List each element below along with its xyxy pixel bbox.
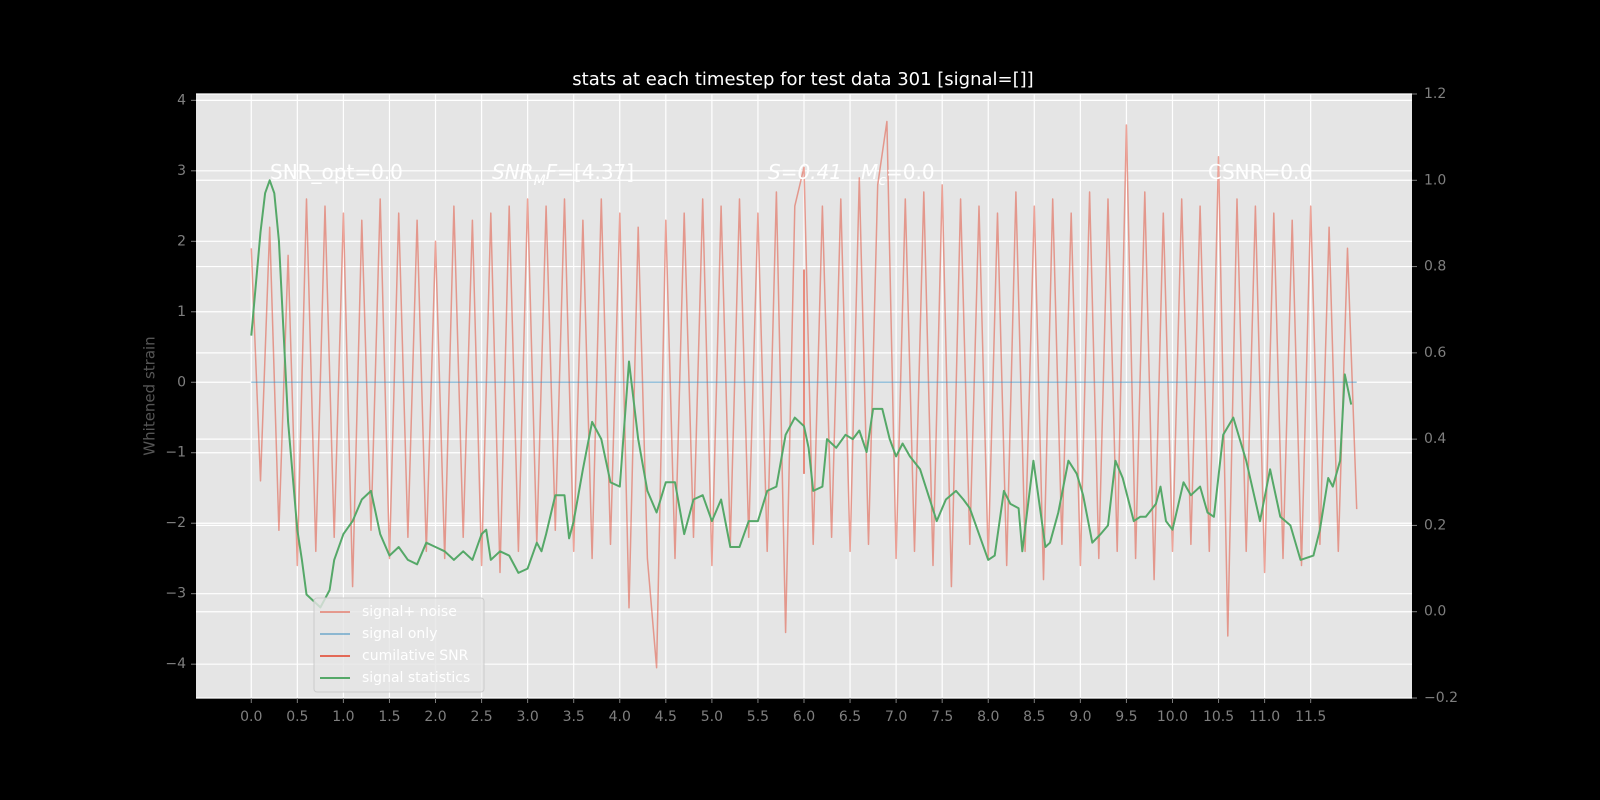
y-tick-label: −3 <box>165 586 186 602</box>
chart-title: stats at each timestep for test data 301… <box>572 69 1033 90</box>
legend-label: signal statistics <box>362 670 470 686</box>
annotation-part: SNR <box>492 160 534 184</box>
x-tick-label: 10.0 <box>1157 709 1188 725</box>
legend-label: signal+ noise <box>362 604 457 620</box>
annotation-part: F <box>546 160 558 184</box>
annotation-part: S=0.41 <box>768 160 842 184</box>
x-tick-label: 6.5 <box>839 709 861 725</box>
x-tick-label: 3.5 <box>563 709 585 725</box>
y-tick-label: 1 <box>177 304 186 320</box>
x-tick-label: 11.0 <box>1249 709 1280 725</box>
x-tick-label: 0.5 <box>286 709 308 725</box>
annotation-part: M <box>534 173 546 189</box>
y2-tick-label: 0.8 <box>1424 259 1446 275</box>
x-tick-label: 1.5 <box>378 709 400 725</box>
x-tick-label: 4.5 <box>655 709 677 725</box>
x-tick-label: 1.0 <box>332 709 354 725</box>
y2-tick-label: 0.2 <box>1424 517 1446 533</box>
x-tick-label: 3.0 <box>517 709 539 725</box>
annotation-part: c <box>878 173 886 189</box>
y-axis-label: Whitened strain <box>141 336 159 455</box>
annotation: CSNR=0.0 <box>1208 160 1312 184</box>
x-tick-label: 8.5 <box>1023 709 1045 725</box>
annotation: SNR_opt=0.0 <box>270 160 403 184</box>
y-tick-label: 0 <box>177 374 186 390</box>
y2-tick-label: −0.2 <box>1424 690 1458 706</box>
x-tick-label: 9.5 <box>1115 709 1137 725</box>
x-tick-label: 0.0 <box>240 709 262 725</box>
x-tick-label: 9.0 <box>1069 709 1091 725</box>
y-tick-label: −2 <box>165 515 186 531</box>
x-tick-label: 10.5 <box>1203 709 1234 725</box>
annotation-part: SNR_opt=0.0 <box>270 160 403 184</box>
y-tick-label: −4 <box>165 656 186 672</box>
annotation-part: CSNR=0.0 <box>1208 160 1312 184</box>
y2-tick-label: 0.0 <box>1424 604 1446 620</box>
legend-label: signal only <box>362 626 437 642</box>
series-line <box>250 120 1358 669</box>
y-tick-label: 4 <box>177 92 186 108</box>
x-tick-label: 7.5 <box>931 709 953 725</box>
x-tick-label: 11.5 <box>1295 709 1326 725</box>
annotation: S=0.41 Mc=0.0 <box>768 160 935 190</box>
y2-tick-label: 0.4 <box>1424 431 1446 447</box>
y-tick-label: −1 <box>165 445 186 461</box>
y2-tick-label: 1.0 <box>1424 172 1446 188</box>
annotation-part: =0.0 <box>886 160 935 184</box>
x-tick-label: 5.0 <box>701 709 723 725</box>
x-tick-label: 7.0 <box>885 709 907 725</box>
x-tick-label: 2.5 <box>470 709 492 725</box>
y2-tick-label: 1.2 <box>1424 86 1446 102</box>
y-tick-label: 2 <box>177 233 186 249</box>
annotation-part: =[4.37] <box>557 160 634 184</box>
y-tick-label: 3 <box>177 163 186 179</box>
grid <box>196 93 1412 699</box>
x-tick-label: 2.0 <box>424 709 446 725</box>
annotation: SNRMF=[4.37] <box>492 160 634 190</box>
x-tick-label: 8.0 <box>977 709 999 725</box>
series-line <box>250 179 1353 609</box>
y2-tick-label: 0.6 <box>1424 345 1446 361</box>
x-tick-label: 6.0 <box>793 709 815 725</box>
x-tick-label: 4.0 <box>609 709 631 725</box>
annotation-part: M <box>842 160 878 184</box>
x-tick-label: 5.5 <box>747 709 769 725</box>
legend-box <box>313 597 485 693</box>
legend-label: cumilative SNR <box>362 648 469 664</box>
